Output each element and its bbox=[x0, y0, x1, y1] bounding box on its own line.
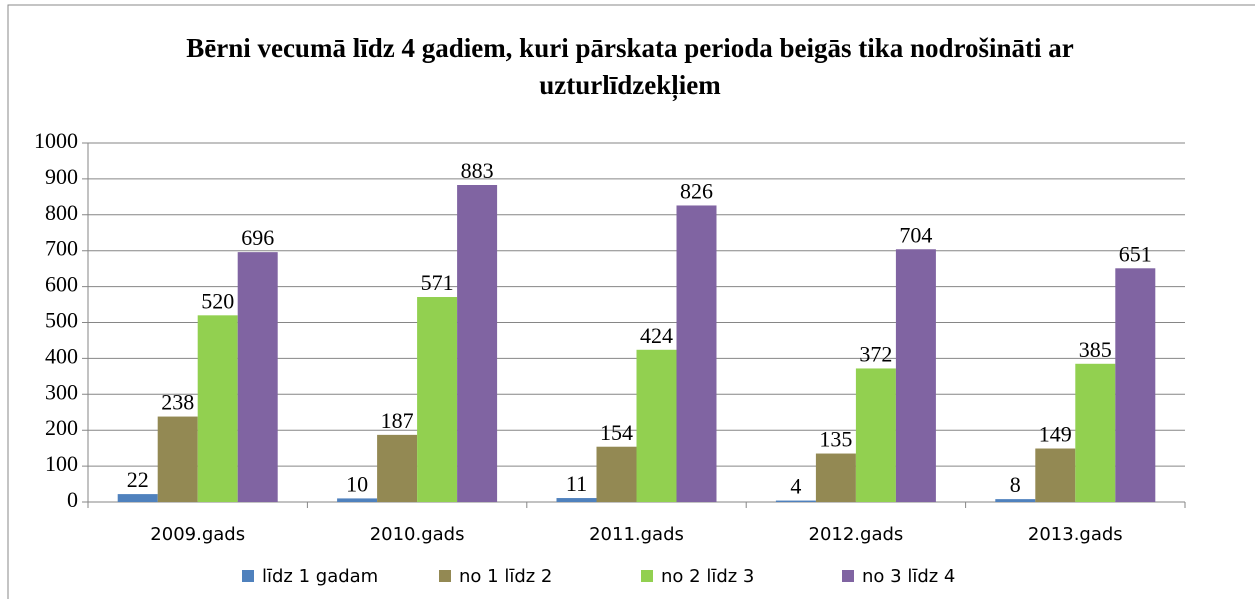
legend-swatch bbox=[641, 570, 653, 582]
bar bbox=[815, 453, 856, 502]
bar bbox=[117, 494, 158, 502]
data-label: 651 bbox=[1119, 241, 1152, 266]
bar bbox=[337, 498, 378, 502]
data-label: 520 bbox=[201, 288, 234, 313]
chart-title: Bērni vecumā līdz 4 gadiem, kuri pārskat… bbox=[186, 33, 1074, 100]
y-tick-label: 200 bbox=[45, 415, 78, 440]
data-label: 385 bbox=[1079, 337, 1112, 362]
y-tick-label: 0 bbox=[67, 487, 78, 512]
bar bbox=[1075, 363, 1116, 502]
y-tick-label: 800 bbox=[45, 200, 78, 225]
y-tick-label: 300 bbox=[45, 379, 78, 404]
bar bbox=[157, 416, 198, 502]
legend-swatch bbox=[242, 570, 254, 582]
x-tick-label: 2013.gads bbox=[1028, 524, 1123, 545]
data-label: 696 bbox=[241, 225, 274, 250]
legend-label: līdz 1 gadam bbox=[262, 566, 378, 587]
data-label: 22 bbox=[127, 467, 149, 492]
bar bbox=[457, 185, 498, 503]
data-label: 10 bbox=[346, 471, 368, 496]
legend-label: no 3 līdz 4 bbox=[862, 566, 955, 587]
data-label: 149 bbox=[1039, 422, 1072, 447]
bar bbox=[1115, 268, 1156, 502]
legend-swatch bbox=[439, 570, 451, 582]
data-label: 154 bbox=[600, 420, 633, 445]
bar bbox=[855, 368, 896, 502]
y-tick-label: 900 bbox=[45, 164, 78, 189]
bar bbox=[1035, 448, 1076, 502]
x-tick-label: 2010.gads bbox=[370, 524, 465, 545]
y-tick-label: 600 bbox=[45, 272, 78, 297]
y-tick-label: 400 bbox=[45, 343, 78, 368]
data-label: 883 bbox=[461, 158, 494, 183]
bar bbox=[895, 249, 936, 502]
data-label: 135 bbox=[819, 427, 852, 452]
bar bbox=[377, 434, 418, 502]
y-tick-label: 1000 bbox=[34, 128, 78, 153]
legend-label: no 1 līdz 2 bbox=[459, 566, 552, 587]
bar bbox=[197, 315, 238, 502]
bar bbox=[417, 297, 458, 502]
data-label: 238 bbox=[161, 390, 194, 415]
bar bbox=[775, 500, 816, 502]
data-label: 187 bbox=[381, 408, 414, 433]
bar bbox=[556, 498, 597, 502]
legend-label: no 2 līdz 3 bbox=[661, 566, 754, 587]
legend-swatch bbox=[842, 570, 854, 582]
bar bbox=[237, 252, 278, 502]
y-tick-label: 500 bbox=[45, 308, 78, 333]
data-label: 4 bbox=[790, 474, 801, 499]
x-tick-label: 2009.gads bbox=[150, 524, 245, 545]
bar bbox=[636, 349, 677, 502]
data-label: 8 bbox=[1010, 472, 1021, 497]
x-tick-label: 2011.gads bbox=[589, 524, 684, 545]
data-label: 372 bbox=[859, 341, 892, 366]
data-label: 571 bbox=[421, 270, 454, 295]
data-label: 704 bbox=[899, 222, 932, 247]
bar bbox=[596, 446, 637, 502]
bar bbox=[676, 205, 717, 502]
y-tick-label: 100 bbox=[45, 451, 78, 476]
y-tick-label: 700 bbox=[45, 236, 78, 261]
data-label: 424 bbox=[640, 323, 673, 348]
x-tick-label: 2012.gads bbox=[809, 524, 904, 545]
chart-frame bbox=[7, 4, 1255, 599]
data-label: 826 bbox=[680, 179, 713, 204]
data-label: 11 bbox=[566, 471, 587, 496]
bar bbox=[995, 499, 1036, 502]
